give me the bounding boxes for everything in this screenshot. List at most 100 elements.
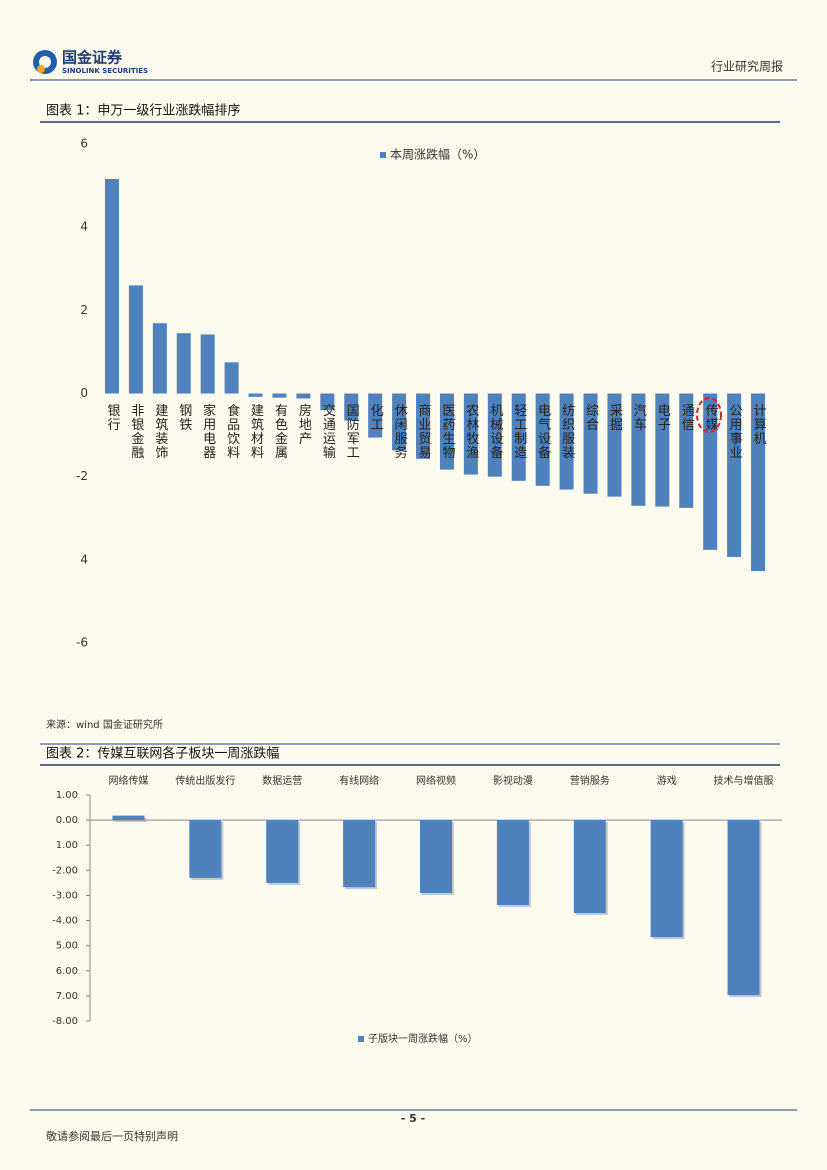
bar <box>420 820 452 893</box>
bar <box>296 393 311 399</box>
bar <box>189 820 222 878</box>
legend-label: 子版块一周涨跌幅（%） <box>368 1032 478 1045</box>
bar <box>487 393 502 477</box>
bar <box>463 393 478 475</box>
x-tick-label: 商业贸易 <box>416 404 432 460</box>
logo-cn: 国金证券 <box>62 49 123 67</box>
bar <box>535 393 550 486</box>
x-tick-label: 食品饮料 <box>224 403 240 460</box>
disclaimer: 敬请参阅最后一页特别声明 <box>46 1129 178 1143</box>
y-tick-label: 7.00 <box>56 991 78 1002</box>
x-tick-label: 医药生物 <box>439 404 455 460</box>
y-tick-label: -2 <box>76 469 88 483</box>
logo-en: SINOLINK SECURITIES <box>62 67 148 75</box>
bar <box>416 393 431 459</box>
bar <box>439 393 454 470</box>
chart-title: 图表 2：传媒互联网各子板块一周涨跌幅 <box>46 746 279 762</box>
bar <box>104 178 119 394</box>
y-tick-label: 1.00 <box>56 840 78 851</box>
x-tick-label: 技术与增值服 <box>714 774 774 787</box>
bar <box>343 820 376 888</box>
x-tick-label: 钢铁 <box>176 404 192 432</box>
bar <box>727 820 760 996</box>
y-tick-label: -6 <box>76 636 88 650</box>
legend-swatch <box>358 1036 364 1042</box>
bar <box>224 362 239 394</box>
x-tick-label: 电气设备 <box>535 404 551 460</box>
legend-swatch <box>380 152 386 158</box>
source: 来源：wind 国金证研究所 <box>46 718 163 731</box>
bar <box>607 393 622 497</box>
y-tick-label: 2 <box>80 303 88 317</box>
x-tick-label: 休闲服务 <box>392 404 408 460</box>
logo-icon-dot <box>37 65 45 73</box>
page-number: - 5 - <box>401 1112 425 1125</box>
x-tick-label: 采掘 <box>607 404 623 432</box>
x-tick-label: 计算机 <box>751 404 767 446</box>
chart-title: 图表 1：申万一级行业涨跌幅排序 <box>46 103 240 119</box>
x-tick-label: 有色金属 <box>272 404 288 460</box>
y-tick-label: 6 <box>80 137 88 151</box>
x-tick-label: 非银金融 <box>128 404 144 460</box>
bar <box>573 820 606 914</box>
report-type: 行业研究周报 <box>711 59 783 74</box>
highlight-circle <box>696 397 722 433</box>
x-tick-label: 综合 <box>583 404 599 432</box>
x-tick-label: 传媒 <box>703 404 719 432</box>
x-tick-label: 农林牧渔 <box>463 404 479 460</box>
chart-1: 6 4 2 0 -2 4 -6 本周涨跌幅（%） 银行 非银金融 建筑装饰 钢铁 家用电器 食品饮料 建筑材… <box>76 137 766 650</box>
bar <box>751 393 766 572</box>
x-tick-label: 有线网络 <box>339 774 379 787</box>
y-tick-label: -8.00 <box>52 1016 78 1027</box>
bar <box>368 393 383 438</box>
bar <box>320 393 335 411</box>
y-tick-label: -2.00 <box>52 865 78 876</box>
bar <box>650 820 683 938</box>
x-tick-label: 网络传媒 <box>108 774 148 787</box>
bar <box>679 393 694 508</box>
x-tick-label: 公用事业 <box>727 404 743 460</box>
bar <box>152 323 167 394</box>
x-tick-label: 机械设备 <box>487 404 503 460</box>
bar <box>583 393 598 494</box>
y-tick-label: 0.00 <box>56 815 78 826</box>
bar <box>128 285 143 394</box>
y-tick-label: 6.00 <box>56 966 78 977</box>
x-tick-label: 汽车 <box>631 404 647 432</box>
bar <box>727 393 742 557</box>
x-tick-label: 电子 <box>655 404 671 432</box>
x-tick-label: 轻工制造 <box>511 404 527 460</box>
y-tick-label: -4.00 <box>52 916 78 927</box>
x-tick-label: 纺织服装 <box>559 404 575 460</box>
bar <box>112 815 145 821</box>
bar <box>200 334 215 394</box>
y-tick-label: 5.00 <box>56 941 78 952</box>
x-tick-label: 建筑装饰 <box>152 404 168 460</box>
legend-label: 本周涨跌幅（%） <box>390 147 485 162</box>
x-tick-label: 游戏 <box>657 774 677 787</box>
x-tick-label: 国防军工 <box>344 404 360 460</box>
x-tick-label: 家用电器 <box>200 403 216 460</box>
bar <box>559 393 574 490</box>
bar <box>266 820 299 883</box>
chart-2: 1.00 0.00 1.00 -2.00 -3.00 -4.00 5.00 6.00 7.00 -… <box>52 774 782 1045</box>
y-tick-label: 0 <box>80 386 88 400</box>
bar <box>511 393 526 481</box>
logo-icon-inner <box>39 56 51 68</box>
y-tick-label: 4 <box>80 552 88 566</box>
x-tick-label: 交通运输 <box>320 403 336 460</box>
x-tick-label: 房地产 <box>296 403 312 446</box>
x-tick-label: 通信 <box>679 404 695 432</box>
bar <box>631 393 646 506</box>
x-tick-label: 数据运营 <box>262 774 302 787</box>
x-tick-label: 影视动漫 <box>493 774 533 787</box>
bar <box>176 333 191 394</box>
y-tick-label: 4 <box>80 220 88 234</box>
y-tick-label: 1.00 <box>56 790 78 801</box>
bar <box>496 820 529 905</box>
y-tick-label: -3.00 <box>52 890 78 901</box>
bar <box>248 393 263 397</box>
bar <box>392 393 407 451</box>
bar <box>655 393 670 507</box>
